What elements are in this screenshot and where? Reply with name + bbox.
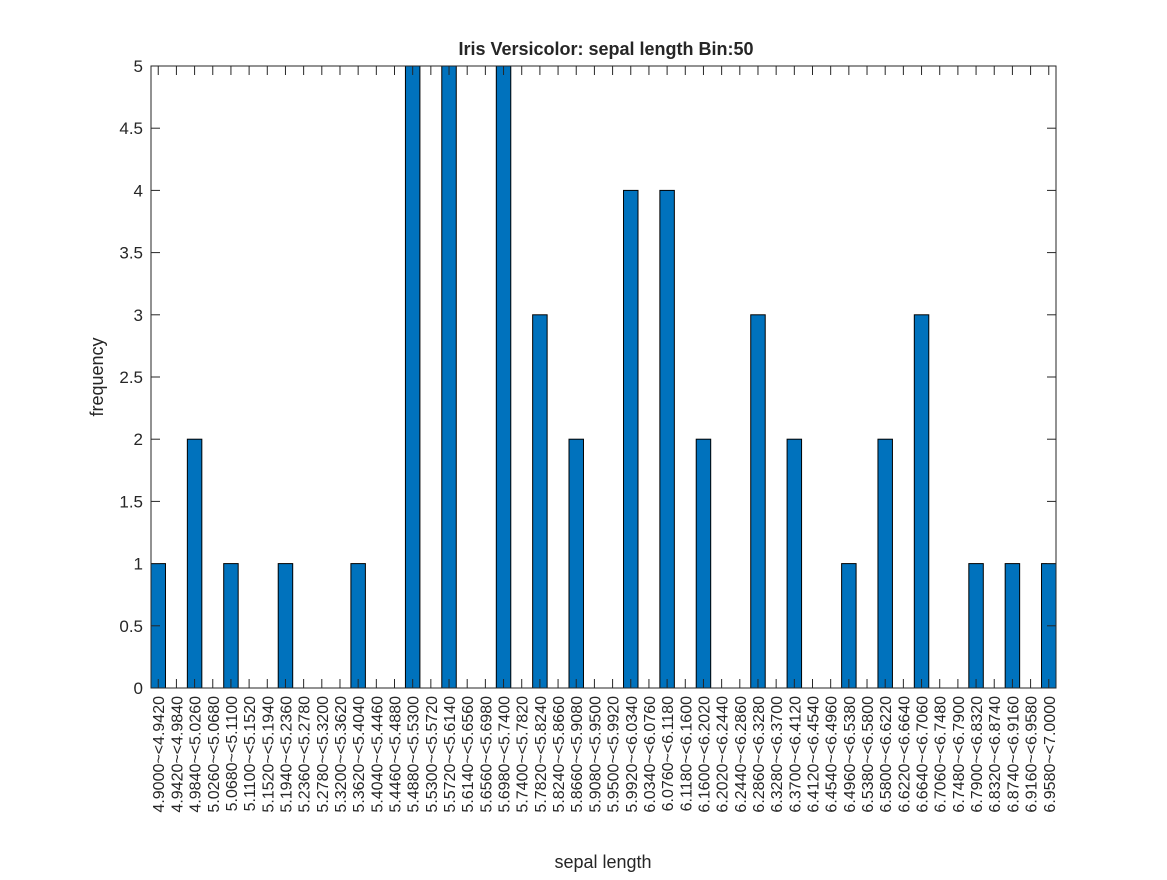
y-tick-label-4: 2 xyxy=(134,430,143,449)
x-tick-label-10: 5.3200~<5.3620 xyxy=(333,696,350,813)
x-tick-label-40: 6.5800~<6.6220 xyxy=(878,696,895,813)
x-tick-label-29: 6.1180~<6.1600 xyxy=(678,696,695,811)
y-tick-label-0: 0 xyxy=(134,679,143,698)
x-tick-label-27: 6.0340~<6.0760 xyxy=(642,696,659,813)
x-tick-label-48: 6.9160~<6.9580 xyxy=(1024,696,1041,813)
x-tick-label-9: 5.2780~<5.3200 xyxy=(315,696,332,813)
y-tick-label-10: 5 xyxy=(134,57,143,76)
x-tick-label-1: 4.9420~<4.9840 xyxy=(169,696,186,813)
x-tick-label-25: 5.9500~<5.9920 xyxy=(606,696,623,813)
x-tick-label-42: 6.6640~<6.7060 xyxy=(915,696,932,813)
y-tick-label-9: 4.5 xyxy=(119,119,143,138)
bar-38 xyxy=(841,563,857,689)
chart-title: Iris Versicolor: sepal length Bin:50 xyxy=(458,39,753,59)
bar-33 xyxy=(750,314,766,689)
x-tick-label-24: 5.9080~<5.9500 xyxy=(587,696,604,813)
x-axis-label: sepal length xyxy=(554,852,651,872)
bar-28 xyxy=(659,189,675,689)
bar-7 xyxy=(277,563,294,689)
x-tick-label-14: 5.4880~<5.5300 xyxy=(406,696,423,813)
x-tick-label-26: 5.9920~<6.0340 xyxy=(624,696,641,813)
x-tick-label-2: 4.9840~<5.0260 xyxy=(188,696,205,813)
bar-14 xyxy=(404,65,421,689)
bar-26 xyxy=(623,189,639,689)
x-tick-label-36: 6.4120~<6.4540 xyxy=(806,696,823,813)
x-tick-label-4: 5.0680~<5.1100 xyxy=(224,696,241,811)
bar-11 xyxy=(350,563,366,689)
x-tick-label-31: 6.2020~<6.2440 xyxy=(715,696,732,813)
x-tick-label-7: 5.1940~<5.2360 xyxy=(278,696,295,813)
x-tick-label-21: 5.7820~<5.8240 xyxy=(533,696,550,813)
x-tick-label-11: 5.3620~<5.4040 xyxy=(351,696,368,813)
x-tick-label-5: 5.1100~<5.1520 xyxy=(242,696,259,811)
x-tick-label-41: 6.6220~<6.6640 xyxy=(896,696,913,813)
bar-40 xyxy=(877,438,893,689)
x-tick-label-6: 5.1520~<5.1940 xyxy=(260,696,277,813)
bar-4 xyxy=(223,563,239,689)
x-tick-label-16: 5.5720~<5.6140 xyxy=(442,696,459,813)
bar-47 xyxy=(1004,563,1021,689)
x-tick-label-46: 6.8320~<6.8740 xyxy=(987,696,1004,813)
y-tick-label-7: 3.5 xyxy=(119,244,143,263)
x-tick-label-22: 5.8240~<5.8660 xyxy=(551,696,568,813)
x-tick-label-49: 6.9580~<7.0000 xyxy=(1042,696,1059,813)
x-tick-label-0: 4.9000~<4.9420 xyxy=(151,696,168,813)
x-tick-label-8: 5.2360~<5.2780 xyxy=(297,696,314,813)
x-tick-label-33: 6.2860~<6.3280 xyxy=(751,696,768,813)
bar-19 xyxy=(495,65,512,689)
y-tick-labels: 0 0.5 1 1.5 2 2.5 3 3.5 4 4.5 5 xyxy=(119,57,143,698)
y-tick-label-8: 4 xyxy=(134,181,143,200)
x-tick-label-32: 6.2440~<6.2860 xyxy=(733,696,750,813)
x-tick-label-12: 5.4040~<5.4460 xyxy=(369,696,386,813)
bars-layer xyxy=(150,65,1057,689)
x-tick-label-18: 5.6560~<5.6980 xyxy=(478,696,495,813)
bar-45 xyxy=(968,563,984,689)
x-tick-label-19: 5.6980~<5.7400 xyxy=(497,696,514,813)
x-tick-label-15: 5.5300~<5.5720 xyxy=(424,696,441,813)
y-axis-label: frequency xyxy=(87,337,107,416)
x-tick-label-39: 6.5380~<6.5800 xyxy=(860,696,877,813)
bar-2 xyxy=(186,438,203,689)
x-tick-label-35: 6.3700~<6.4120 xyxy=(787,696,804,813)
x-tick-label-44: 6.7480~<6.7900 xyxy=(951,696,968,813)
x-tick-label-30: 6.1600~<6.2020 xyxy=(696,696,713,813)
y-tick-label-5: 2.5 xyxy=(119,368,143,387)
y-tick-label-3: 1.5 xyxy=(119,492,143,511)
x-tick-label-47: 6.8740~<6.9160 xyxy=(1005,696,1022,813)
x-tick-labels: 4.9000~<4.9420 4.9420~<4.9840 4.9840~<5.02… xyxy=(151,696,1059,813)
axes-layer xyxy=(150,65,1057,689)
x-tick-label-3: 5.0260~<5.0680 xyxy=(206,696,223,813)
bar-16 xyxy=(441,65,457,689)
bar-21 xyxy=(532,314,548,689)
x-tick-label-23: 5.8660~<5.9080 xyxy=(569,696,586,813)
x-tick-label-38: 6.4960~<6.5380 xyxy=(842,696,859,813)
y-tick-label-2: 1 xyxy=(134,555,143,574)
x-tick-label-13: 5.4460~<5.4880 xyxy=(388,696,405,813)
bar-42 xyxy=(913,314,930,689)
bar-30 xyxy=(695,438,712,689)
x-tick-label-43: 6.7060~<6.7480 xyxy=(933,696,950,813)
bar-23 xyxy=(568,438,584,689)
x-tick-label-28: 6.0760~<6.1180 xyxy=(660,696,677,811)
bar-35 xyxy=(786,438,803,689)
x-tick-label-37: 6.4540~<6.4960 xyxy=(824,696,841,813)
y-tick-label-1: 0.5 xyxy=(119,617,143,636)
y-tick-label-6: 3 xyxy=(134,306,143,325)
x-tick-label-20: 5.7400~<5.7820 xyxy=(515,696,532,813)
x-tick-label-34: 6.3280~<6.3700 xyxy=(769,696,786,813)
x-tick-label-45: 6.7900~<6.8320 xyxy=(969,696,986,813)
x-tick-label-17: 5.6140~<5.6560 xyxy=(460,696,477,813)
